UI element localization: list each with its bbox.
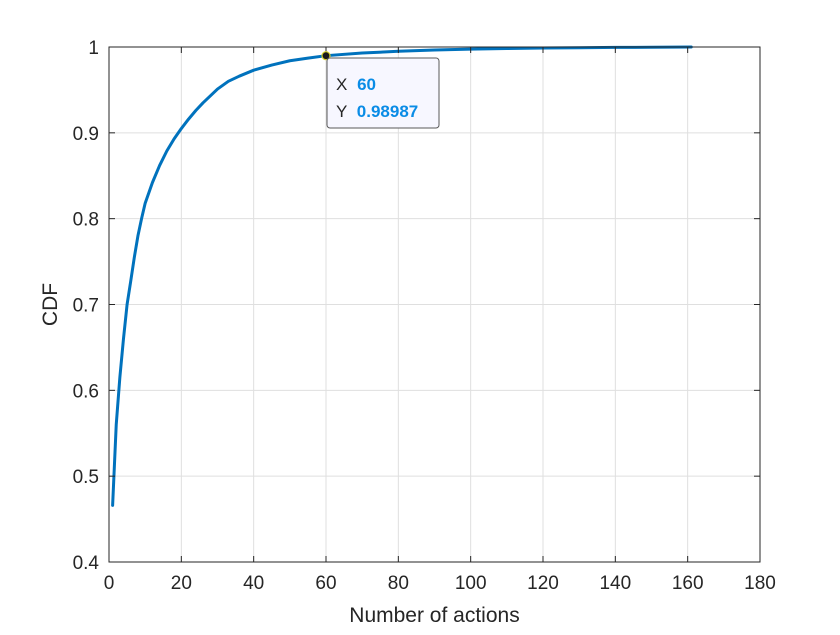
x-tick-label: 120 (527, 573, 559, 594)
x-tick-label: 140 (599, 573, 631, 594)
x-tick-label: 160 (672, 573, 704, 594)
x-tick-label: 60 (315, 573, 336, 594)
y-tick-label: 0.8 (73, 210, 99, 231)
datatip-marker[interactable] (321, 51, 331, 61)
x-axis-label: Number of actions (349, 604, 519, 627)
x-tick-label: 180 (744, 573, 776, 594)
grid-layer (109, 47, 760, 562)
datatip-y-label: Y (336, 102, 347, 121)
x-tick-label: 100 (455, 573, 487, 594)
y-tick-label: 0.5 (73, 467, 99, 488)
y-tick-label: 0.4 (73, 553, 100, 574)
y-tick-label: 0.6 (73, 381, 99, 402)
x-tick-label: 20 (171, 573, 192, 594)
datatip-x-row: X 60 (336, 75, 376, 94)
datatip-layer: X 60 Y 0.98987 (321, 51, 440, 129)
datatip-x-label: X (336, 75, 347, 94)
x-tick-label: 40 (243, 573, 264, 594)
tick-layer: 0 20 40 60 80 100 120 140 160 1800.40.50.60.70.80… (73, 38, 776, 594)
y-tick-label: 1 (88, 38, 99, 59)
datatip-y-row: Y 0.98987 (336, 102, 418, 121)
datatip-x-value: 60 (357, 75, 376, 94)
datatip-box[interactable] (326, 57, 440, 129)
y-axis-label: CDF (39, 283, 62, 326)
datatip-y-value: 0.98987 (357, 102, 418, 121)
y-tick-label: 0.9 (73, 124, 99, 145)
x-tick-label: 80 (388, 573, 409, 594)
x-tick-label: 0 (104, 573, 115, 594)
y-tick-label: 0.7 (73, 296, 99, 317)
